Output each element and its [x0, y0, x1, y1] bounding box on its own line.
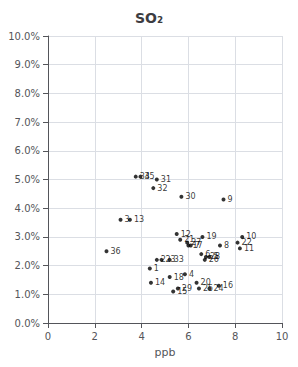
svg-text:27: 27 [191, 238, 201, 247]
svg-text:10: 10 [246, 232, 257, 242]
svg-text:9.0%: 9.0% [15, 59, 40, 70]
svg-text:1.0%: 1.0% [15, 289, 40, 300]
svg-text:2: 2 [160, 255, 166, 265]
svg-text:35: 35 [144, 172, 154, 181]
svg-text:1: 1 [154, 264, 159, 273]
svg-text:4: 4 [138, 331, 144, 342]
svg-text:11: 11 [243, 243, 255, 253]
svg-text:13: 13 [134, 215, 144, 224]
svg-text:16: 16 [223, 281, 233, 290]
svg-text:31: 31 [160, 175, 171, 184]
svg-text:2: 2 [92, 331, 98, 342]
svg-text:3.0%: 3.0% [15, 231, 40, 242]
svg-text:0.0%: 0.0% [15, 318, 40, 329]
svg-text:19: 19 [206, 232, 216, 241]
svg-text:5.0%: 5.0% [15, 174, 40, 185]
svg-text:24: 24 [213, 284, 223, 293]
svg-text:4: 4 [189, 270, 194, 279]
svg-text:SO₂: SO₂ [135, 10, 163, 26]
svg-text:10.0%: 10.0% [8, 31, 40, 42]
svg-text:25: 25 [203, 284, 213, 293]
svg-text:0: 0 [45, 331, 51, 342]
svg-text:8.0%: 8.0% [15, 88, 40, 99]
svg-text:30: 30 [185, 192, 195, 201]
svg-text:36: 36 [111, 247, 121, 256]
svg-text:8: 8 [232, 331, 238, 342]
svg-text:32: 32 [157, 184, 167, 193]
svg-text:4.0%: 4.0% [15, 203, 40, 214]
svg-text:10: 10 [276, 331, 289, 342]
svg-text:ppb: ppb [155, 346, 176, 359]
svg-text:7.0%: 7.0% [15, 117, 40, 128]
svg-text:29: 29 [182, 284, 192, 293]
svg-text:8: 8 [224, 241, 229, 250]
svg-text:21: 21 [184, 235, 195, 245]
svg-text:3: 3 [125, 215, 130, 224]
svg-text:6.0%: 6.0% [15, 145, 40, 156]
svg-text:12: 12 [180, 229, 191, 239]
svg-text:28: 28 [210, 252, 220, 261]
svg-text:22: 22 [242, 238, 252, 247]
svg-text:18: 18 [174, 273, 184, 282]
svg-text:20: 20 [200, 278, 211, 288]
svg-text:23: 23 [165, 255, 176, 265]
svg-text:9: 9 [228, 195, 233, 204]
svg-text:14: 14 [155, 278, 165, 287]
svg-text:6: 6 [205, 249, 211, 259]
svg-text:33: 33 [174, 255, 184, 264]
svg-text:2.0%: 2.0% [15, 260, 40, 271]
svg-text:6: 6 [185, 331, 191, 342]
